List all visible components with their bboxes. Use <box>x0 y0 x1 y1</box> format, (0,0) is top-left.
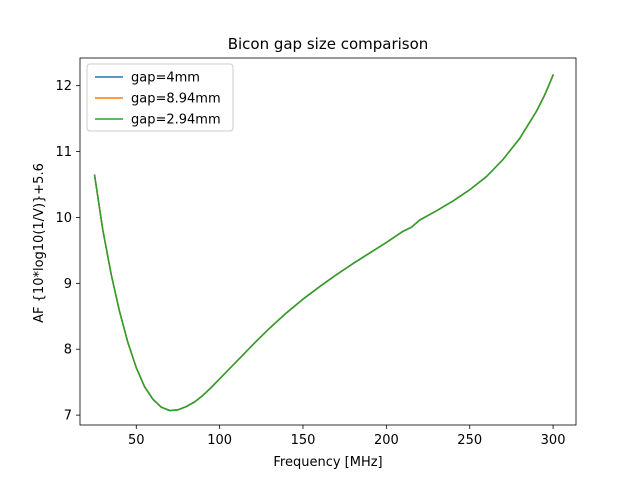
y-tick-label: 12 <box>55 79 72 94</box>
legend-label-2: gap=2.94mm <box>131 113 221 128</box>
legend: gap=4mm gap=8.94mm gap=2.94mm <box>86 63 234 132</box>
y-tick-label: 7 <box>64 409 72 424</box>
y-tick-label: 11 <box>55 145 72 160</box>
x-tick-label: 150 <box>291 433 316 448</box>
y-axis-label: AF {10*log10(1/V)}+5.6 <box>32 163 47 323</box>
y-tick-label: 10 <box>55 211 72 226</box>
x-tick-label: 50 <box>128 433 145 448</box>
chart-title: Bicon gap size comparison <box>228 35 429 53</box>
x-tick-label: 300 <box>541 433 566 448</box>
y-tick-label: 9 <box>64 277 72 292</box>
plot-frame <box>79 57 577 426</box>
legend-label-0: gap=4mm <box>131 71 200 86</box>
legend-label-1: gap=8.94mm <box>131 92 221 107</box>
series-lines <box>93 74 555 412</box>
tick-marks: 50 100 150 200 250 300 7 8 9 10 11 12 <box>55 79 565 448</box>
y-tick-label: 8 <box>64 343 72 358</box>
legend-box <box>86 63 234 132</box>
axes <box>79 57 577 426</box>
x-tick-label: 200 <box>374 433 399 448</box>
x-tick-label: 250 <box>457 433 482 448</box>
x-tick-label: 100 <box>207 433 232 448</box>
x-axis-label: Frequency [MHz] <box>273 455 382 470</box>
series-line-2 <box>93 74 555 412</box>
